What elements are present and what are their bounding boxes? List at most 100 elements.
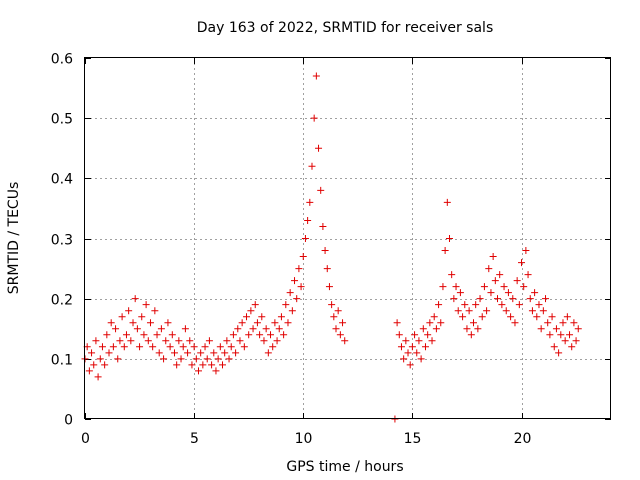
data-point xyxy=(559,319,567,327)
data-point xyxy=(430,313,438,321)
data-point xyxy=(284,319,292,327)
data-point xyxy=(419,325,427,333)
data-point xyxy=(238,319,246,327)
data-point xyxy=(90,361,98,369)
data-point xyxy=(448,271,456,279)
y-tick-label: 0.5 xyxy=(51,112,73,128)
data-point xyxy=(288,307,296,315)
data-point xyxy=(146,319,154,327)
data-point xyxy=(415,337,423,345)
data-point xyxy=(133,325,141,333)
data-point xyxy=(487,289,495,297)
data-point xyxy=(262,325,270,333)
data-point xyxy=(459,313,467,321)
data-point xyxy=(291,277,299,285)
data-point xyxy=(402,337,410,345)
data-point xyxy=(175,337,183,345)
data-point xyxy=(574,325,582,333)
data-point xyxy=(299,253,307,261)
data-point xyxy=(192,355,200,363)
data-point xyxy=(144,337,152,345)
data-point xyxy=(323,265,331,273)
data-point xyxy=(205,337,213,345)
data-point xyxy=(125,307,133,315)
data-point xyxy=(194,367,202,375)
data-point xyxy=(561,337,569,345)
data-point xyxy=(142,301,150,309)
data-point xyxy=(421,343,429,351)
data-point xyxy=(232,349,240,357)
data-point xyxy=(177,355,185,363)
data-point xyxy=(168,331,176,339)
data-point xyxy=(216,343,224,351)
data-point xyxy=(489,253,497,261)
data-point xyxy=(227,343,235,351)
data-point xyxy=(568,343,576,351)
data-point xyxy=(557,331,565,339)
data-point xyxy=(563,313,571,321)
data-point xyxy=(249,325,257,333)
data-point xyxy=(282,301,290,309)
data-point xyxy=(214,355,222,363)
data-point xyxy=(236,337,244,345)
data-point xyxy=(269,343,277,351)
data-point xyxy=(463,325,471,333)
data-point xyxy=(494,295,502,303)
data-point xyxy=(138,313,146,321)
data-point xyxy=(548,313,556,321)
data-point xyxy=(101,361,109,369)
chart-title: Day 163 of 2022, SRMTID for receiver sal… xyxy=(197,20,493,36)
y-axis-label: SRMTID / TECUs xyxy=(6,182,22,295)
data-point xyxy=(439,283,447,291)
data-point xyxy=(212,367,220,375)
data-point xyxy=(280,331,288,339)
data-point xyxy=(221,349,229,357)
data-point xyxy=(498,301,506,309)
data-point xyxy=(537,325,545,333)
data-point xyxy=(472,301,480,309)
data-point xyxy=(308,162,316,170)
data-point xyxy=(131,295,139,303)
data-point xyxy=(223,337,231,345)
data-point xyxy=(116,337,124,345)
data-point xyxy=(566,331,574,339)
data-point xyxy=(513,277,521,285)
data-point xyxy=(181,325,189,333)
data-point xyxy=(170,349,178,357)
data-point xyxy=(136,343,144,351)
data-point xyxy=(157,325,165,333)
data-point xyxy=(94,373,102,381)
data-point xyxy=(199,361,207,369)
data-point xyxy=(461,301,469,309)
data-point xyxy=(297,283,305,291)
data-point xyxy=(127,337,135,345)
data-point xyxy=(555,349,563,357)
data-point xyxy=(400,355,408,363)
data-point xyxy=(443,198,451,206)
data-point xyxy=(509,295,517,303)
data-point xyxy=(336,331,344,339)
data-point xyxy=(426,319,434,327)
y-tick-label: 0.2 xyxy=(51,293,73,309)
data-point xyxy=(539,307,547,315)
data-point xyxy=(92,337,100,345)
data-point xyxy=(160,355,168,363)
data-point xyxy=(306,198,314,206)
data-point xyxy=(247,307,255,315)
data-point xyxy=(251,301,259,309)
data-point xyxy=(293,295,301,303)
data-point xyxy=(474,325,482,333)
data-point xyxy=(240,343,248,351)
data-point xyxy=(465,307,473,315)
data-point xyxy=(173,361,181,369)
data-point xyxy=(275,325,283,333)
data-point xyxy=(445,235,453,242)
x-tick-label: 10 xyxy=(295,431,313,447)
data-point xyxy=(518,259,526,267)
data-point xyxy=(526,295,534,303)
data-point xyxy=(258,313,266,321)
data-point xyxy=(155,349,163,357)
data-point xyxy=(325,283,333,291)
data-point xyxy=(454,307,462,315)
data-point xyxy=(197,349,205,357)
